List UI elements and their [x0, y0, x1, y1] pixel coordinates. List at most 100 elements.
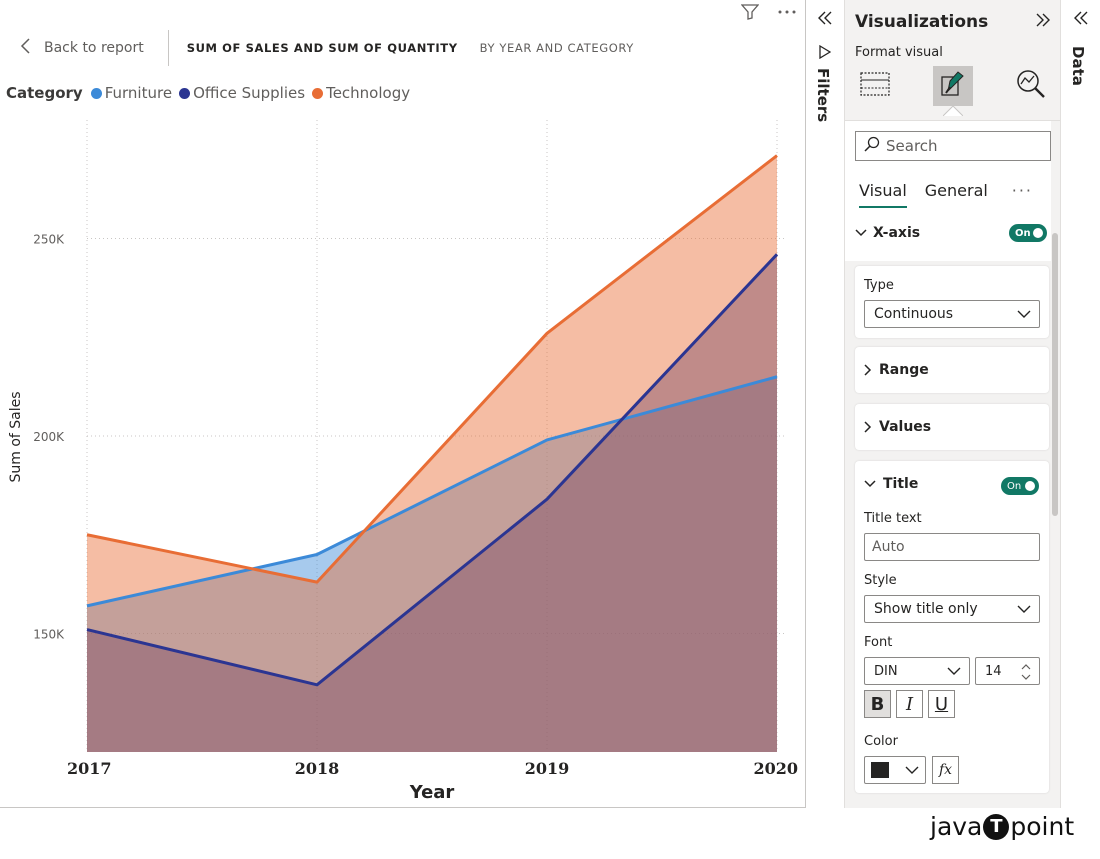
legend-label: Furniture	[104, 84, 173, 102]
visualizations-pane: Visualizations Format visual	[844, 0, 1061, 808]
values-label: Values	[879, 419, 932, 435]
viz-pane-header: Visualizations Format visual	[845, 0, 1061, 122]
type-value: Continuous	[874, 306, 954, 322]
more-options-icon[interactable]	[777, 9, 797, 15]
font-family-dropdown[interactable]: DIN	[864, 657, 970, 685]
y-tick-label: 150K	[33, 628, 65, 642]
color-picker[interactable]	[864, 756, 926, 784]
format-visual-tab[interactable]	[933, 66, 973, 106]
analytics-tab[interactable]	[1011, 66, 1051, 106]
legend-label: Office Supplies	[193, 84, 306, 102]
bold-button[interactable]: B	[864, 690, 891, 718]
font-size-stepper[interactable]: 14	[975, 657, 1040, 685]
legend-dot	[179, 87, 191, 99]
viz-mode-tabs	[845, 66, 1061, 116]
toggle-knob	[1025, 481, 1035, 491]
color-label: Color	[864, 734, 898, 749]
conditional-format-button[interactable]: fx	[932, 756, 959, 784]
line-office-supplies	[86, 253, 779, 687]
focus-mode-header: Back to report SUM OF SALES AND SUM OF Q…	[0, 28, 806, 68]
area-furniture	[87, 376, 777, 752]
title-text-value: Auto	[872, 539, 905, 555]
title-section-label: Title	[883, 476, 919, 492]
font-size-value: 14	[985, 663, 1002, 679]
legend-item-furniture[interactable]: Furniture	[90, 84, 173, 102]
filters-pane[interactable]: Filters	[806, 0, 844, 808]
more-options-button[interactable]: ···	[1011, 181, 1033, 200]
color-swatch	[871, 762, 889, 778]
type-card: Type Continuous	[855, 266, 1049, 338]
italic-button[interactable]: I	[896, 690, 923, 718]
analytics-magnifier-icon	[1016, 69, 1046, 103]
format-pane-top: Search Visual General ··· X-axis On	[845, 121, 1051, 261]
line-technology	[86, 154, 778, 584]
back-to-report-button[interactable]: Back to report	[0, 30, 169, 66]
legend-item-technology[interactable]: Technology	[312, 84, 410, 102]
filters-label: Filters	[814, 68, 832, 123]
format-pane-body: Search Visual General ··· X-axis On Type	[845, 120, 1061, 808]
chevron-right-icon	[864, 421, 872, 433]
range-card[interactable]: Range	[855, 347, 1049, 393]
legend-dot	[90, 87, 102, 99]
filter-icon	[819, 44, 832, 63]
format-subtabs: Visual General	[859, 181, 988, 208]
stepper-arrows-icon[interactable]	[1021, 663, 1031, 681]
legend-dot	[312, 87, 324, 99]
title-toggle[interactable]: On	[1001, 477, 1039, 495]
chevron-double-left-icon[interactable]	[1073, 10, 1089, 29]
active-tab-pointer	[943, 106, 963, 116]
viz-pane-title: Visualizations	[855, 12, 989, 32]
logo-mark: T	[983, 813, 1010, 840]
title-text-label: Title text	[864, 511, 922, 526]
toggle-label: On	[1015, 227, 1031, 239]
filter-icon[interactable]	[741, 4, 759, 20]
build-visual-tab[interactable]	[855, 66, 895, 106]
range-header: Range	[864, 362, 929, 378]
visual-title: SUM OF SALES AND SUM OF QUANTITY	[186, 41, 458, 55]
area-technology	[87, 155, 777, 753]
x-tick-label: 2020	[753, 759, 798, 778]
chevron-double-left-icon[interactable]	[817, 10, 833, 29]
x-tick-label: 2017	[67, 759, 112, 778]
format-visual-label: Format visual	[855, 45, 943, 60]
underline-button[interactable]: U	[928, 690, 955, 718]
area-office-supplies	[87, 254, 777, 753]
chevron-down-icon	[1017, 605, 1031, 613]
line-furniture	[86, 375, 778, 608]
x-tick-label: 2019	[525, 759, 570, 778]
style-value: Show title only	[874, 601, 978, 617]
toggle-label: On	[1007, 480, 1022, 492]
chart-legend: Category Furniture Office Supplies Techn…	[6, 84, 417, 102]
tab-general[interactable]: General	[924, 181, 988, 200]
x-axis-toggle[interactable]: On	[1009, 224, 1047, 242]
visual-subtitle: BY YEAR AND CATEGORY	[479, 41, 634, 55]
pane-scrollbar[interactable]	[1052, 233, 1058, 516]
values-header: Values	[864, 419, 931, 435]
back-to-report-label: Back to report	[44, 40, 144, 56]
type-label: Type	[864, 278, 894, 293]
tab-visual[interactable]: Visual	[859, 181, 907, 208]
legend-item-office-supplies[interactable]: Office Supplies	[179, 84, 305, 102]
values-card[interactable]: Values	[855, 404, 1049, 450]
chevron-down-icon	[855, 225, 867, 241]
y-tick-label: 250K	[33, 233, 65, 247]
search-icon	[864, 136, 880, 156]
chevron-down-icon	[1017, 310, 1031, 318]
fields-icon	[860, 71, 890, 101]
x-axis-section-header[interactable]: X-axis On	[855, 224, 1051, 242]
x-axis-label: X-axis	[873, 225, 921, 241]
data-pane[interactable]: Data	[1060, 0, 1100, 808]
chevron-double-right-icon[interactable]	[1035, 12, 1051, 31]
search-input[interactable]: Search	[855, 131, 1051, 161]
range-label: Range	[879, 362, 929, 378]
type-dropdown[interactable]: Continuous	[864, 300, 1040, 328]
style-dropdown[interactable]: Show title only	[864, 595, 1040, 623]
chevron-down-icon	[864, 480, 876, 488]
title-text-input[interactable]: Auto	[864, 533, 1040, 561]
search-placeholder: Search	[886, 137, 938, 155]
data-label: Data	[1069, 46, 1087, 86]
chevron-down-icon	[947, 667, 961, 675]
logo-text: java	[930, 812, 983, 841]
title-header[interactable]: Title	[864, 476, 918, 492]
